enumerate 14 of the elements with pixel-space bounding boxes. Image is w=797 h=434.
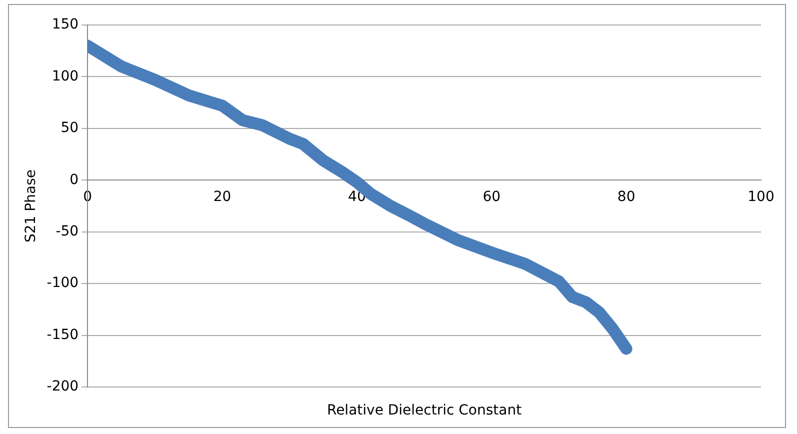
x-tick-label: 20	[213, 189, 232, 206]
y-tick-label: -200	[46, 378, 79, 395]
x-tick-label: 60	[482, 189, 501, 206]
y-tick-label: 100	[52, 68, 79, 84]
y-tick-label: -150	[46, 326, 79, 343]
x-tick-label: 80	[617, 189, 636, 206]
x-axis-title: Relative Dielectric Constant	[326, 402, 522, 419]
y-tick-label: -50	[56, 224, 79, 240]
y-tick-label: 150	[52, 16, 79, 33]
y-tick-label: -100	[46, 275, 79, 292]
x-tick-label: 100	[748, 189, 774, 206]
y-axis-title: S21 Phase	[23, 170, 40, 242]
y-tick-label: 0	[70, 172, 79, 188]
y-tick-label: 50	[60, 120, 79, 136]
